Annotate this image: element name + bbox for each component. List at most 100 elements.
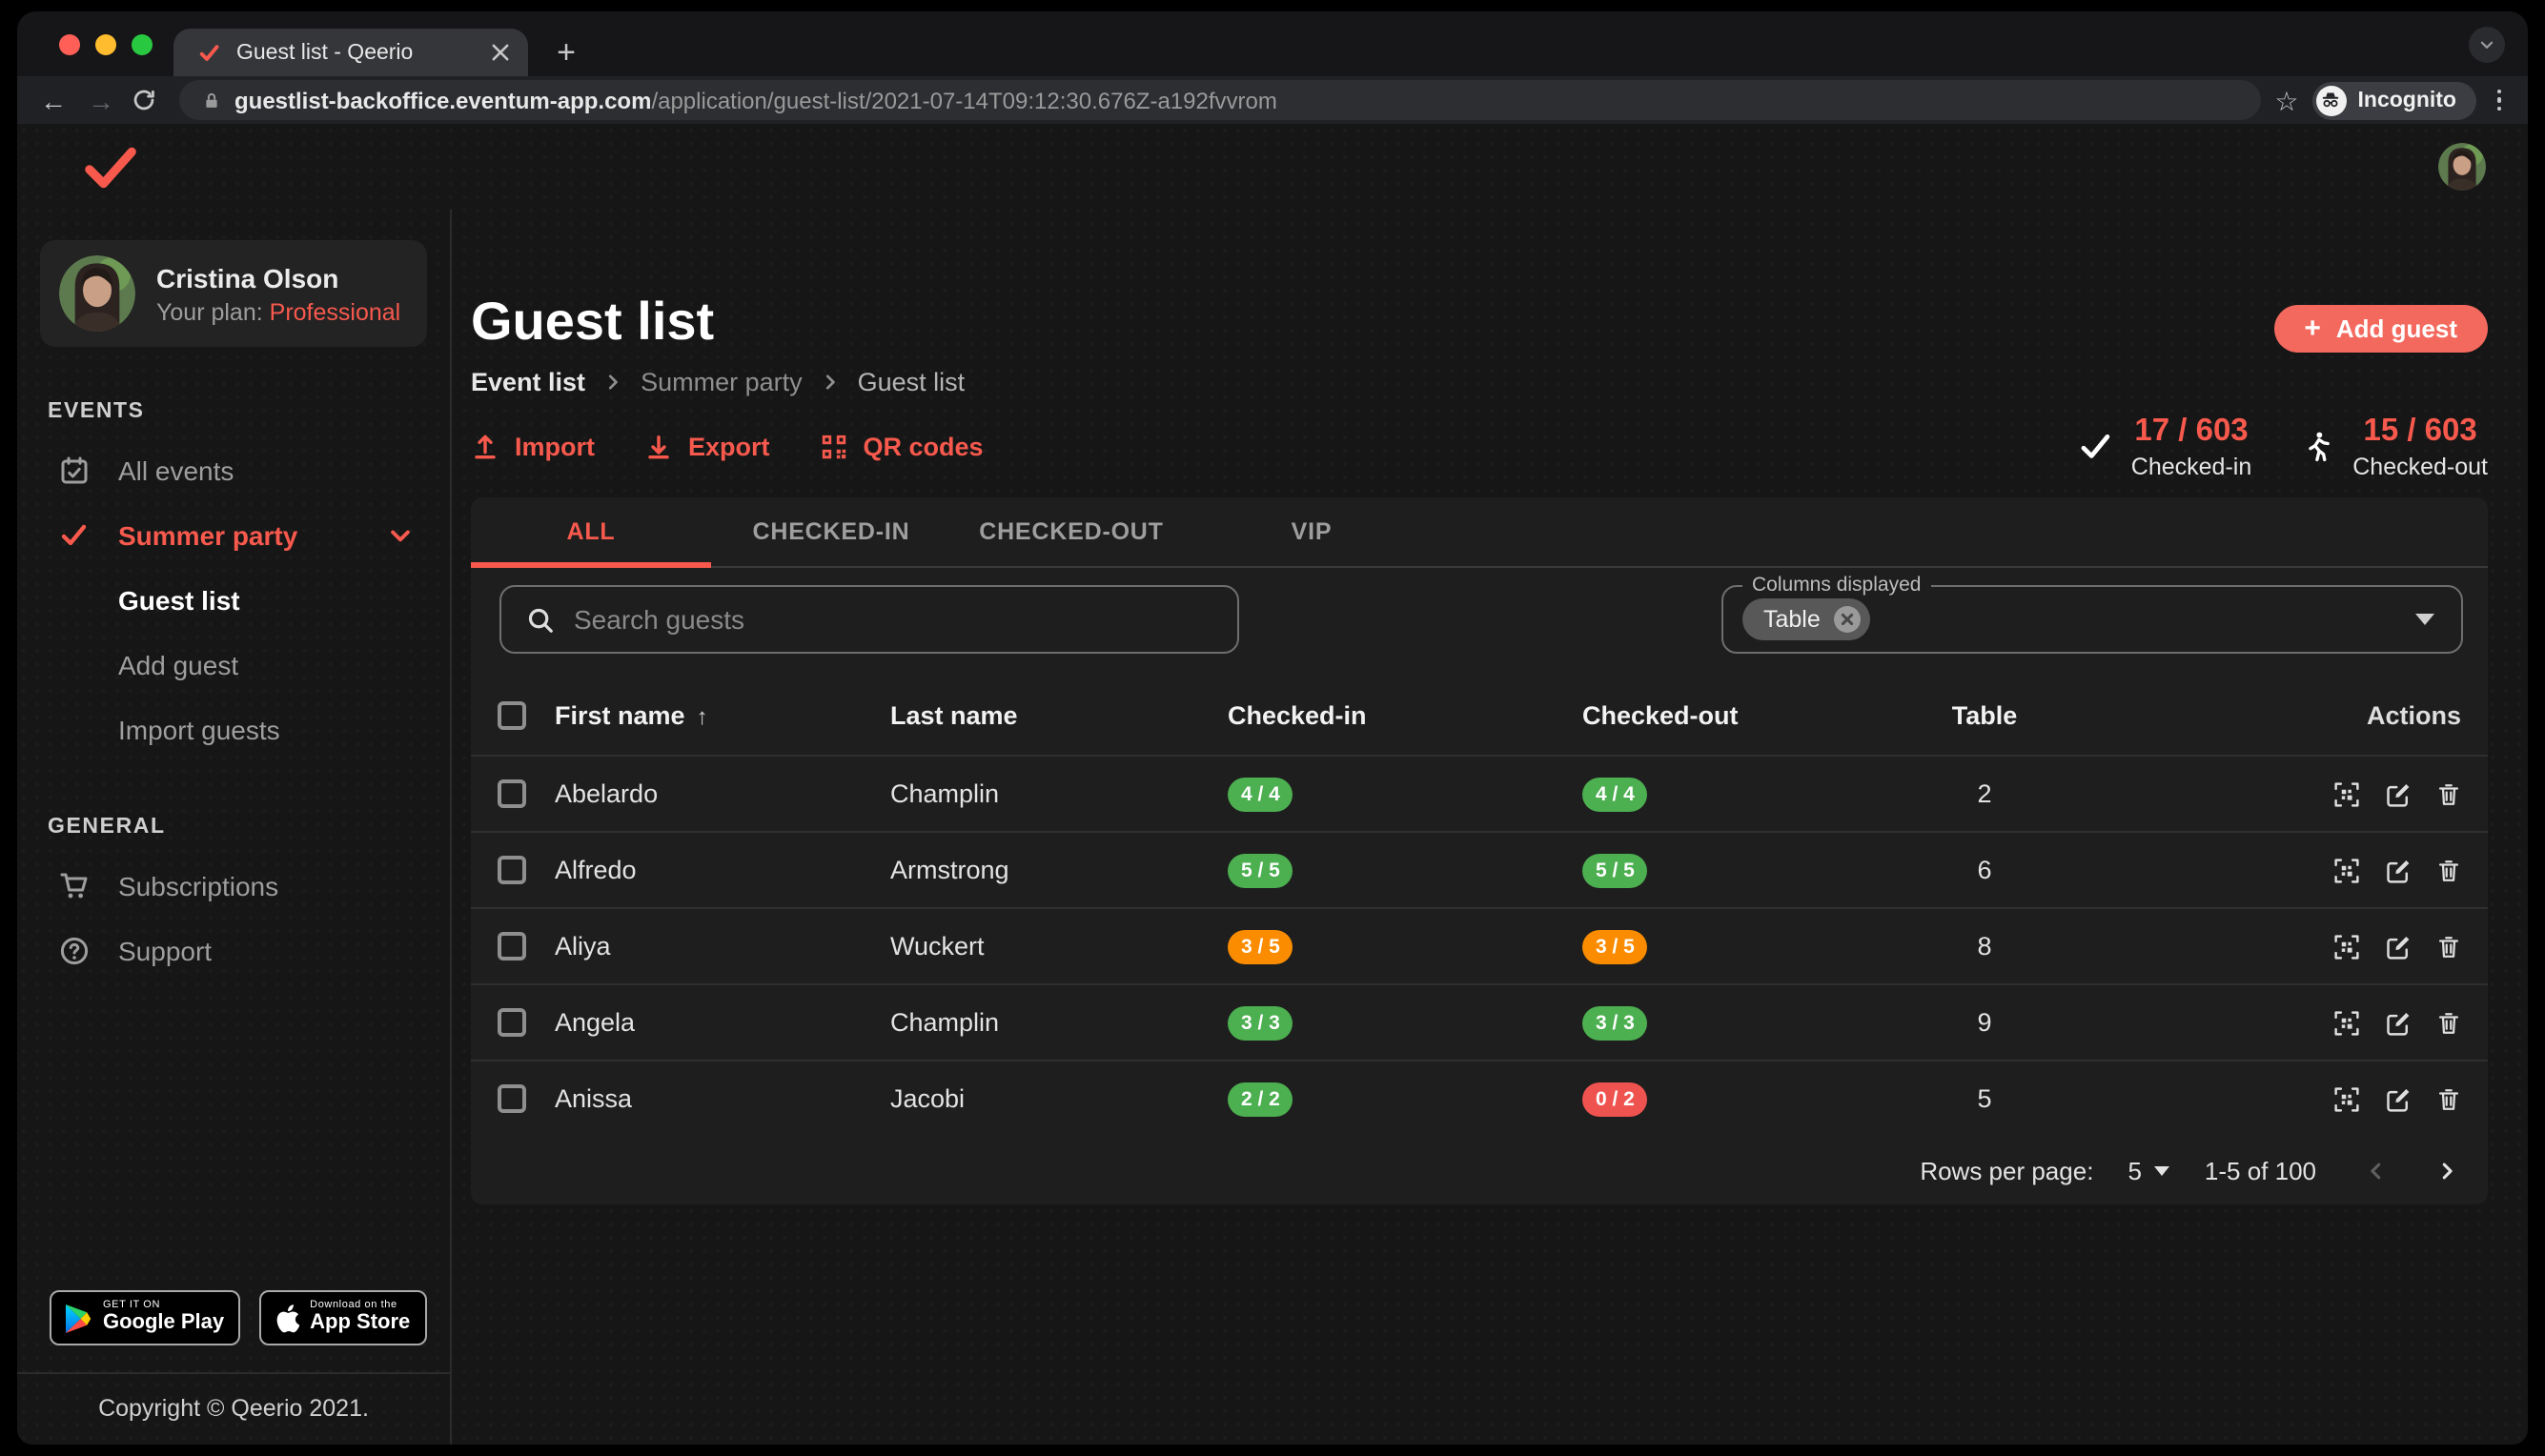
row-checkbox[interactable] — [498, 932, 526, 961]
tab-title: Guest list - Qeerio — [236, 41, 414, 64]
import-button[interactable]: Import — [471, 433, 595, 461]
browser-tab[interactable]: Guest list - Qeerio — [173, 29, 528, 76]
row-checkbox[interactable] — [498, 779, 526, 808]
delete-action-icon[interactable] — [2436, 857, 2461, 883]
close-window-button[interactable] — [59, 34, 80, 55]
rows-per-page-select[interactable]: 5 — [2128, 1156, 2170, 1184]
qr-codes-button[interactable]: QR codes — [820, 433, 984, 461]
profile-card[interactable]: Cristina Olson Your plan: Professional — [40, 240, 427, 347]
rows-per-page-label: Rows per page: — [1920, 1156, 2094, 1184]
tab-close-icon[interactable] — [492, 44, 509, 61]
app-store-badge[interactable]: Download on the App Store — [258, 1290, 427, 1345]
edit-action-icon[interactable] — [2385, 780, 2412, 807]
incognito-icon — [2315, 85, 2347, 115]
new-tab-button[interactable]: + — [557, 34, 576, 71]
zoom-window-button[interactable] — [132, 34, 153, 55]
add-guest-button[interactable]: + Add guest — [2273, 305, 2488, 353]
qeerio-app: Cristina Olson Your plan: Professional E… — [17, 124, 2528, 1445]
address-bar[interactable]: guestlist-backoffice.eventum-app.com/app… — [179, 80, 2262, 120]
sidebar-item-subscriptions[interactable]: Subscriptions — [17, 854, 450, 919]
search-input[interactable] — [574, 604, 1212, 635]
minimize-window-button[interactable] — [95, 34, 116, 55]
tab-vip[interactable]: VIP — [1291, 518, 1333, 545]
cell-first-name: Alfredo — [555, 856, 637, 884]
cell-table: 6 — [1977, 856, 1992, 884]
search-icon — [526, 605, 555, 634]
chip-remove-icon[interactable] — [1832, 604, 1863, 635]
chevron-right-icon — [820, 372, 841, 393]
breadcrumb-summer-party[interactable]: Summer party — [641, 368, 803, 396]
row-checkbox[interactable] — [498, 1008, 526, 1037]
next-page-button[interactable] — [2436, 1160, 2457, 1181]
qr-scan-action-icon[interactable] — [2333, 780, 2360, 807]
table-row[interactable]: Anissa Jacobi 2 / 2 0 / 2 5 — [471, 1060, 2488, 1136]
upload-icon — [471, 433, 499, 461]
col-checked-out[interactable]: Checked-out — [1582, 700, 1739, 729]
row-checkbox[interactable] — [498, 1084, 526, 1113]
delete-action-icon[interactable] — [2436, 1085, 2461, 1112]
reload-button[interactable] — [132, 88, 166, 112]
cell-table: 8 — [1977, 932, 1992, 961]
cell-first-name: Angela — [555, 1008, 636, 1037]
tab-checked-out[interactable]: CHECKED-OUT — [979, 518, 1164, 545]
url-domain: guestlist-backoffice.eventum-app.com — [234, 87, 652, 113]
select-arrow-icon — [2154, 1165, 2170, 1175]
sidebar-item-support[interactable]: Support — [17, 919, 450, 983]
edit-action-icon[interactable] — [2385, 1009, 2412, 1036]
table-column-chip[interactable]: Table — [1742, 598, 1870, 640]
checked-out-badge: 4 / 4 — [1582, 777, 1648, 811]
bookmark-star-icon[interactable]: ☆ — [2274, 85, 2299, 115]
sidebar-item-import-guests[interactable]: Import guests — [118, 715, 280, 745]
edit-action-icon[interactable] — [2385, 1085, 2412, 1112]
back-button[interactable]: ← — [40, 85, 67, 115]
user-avatar[interactable] — [2438, 143, 2486, 191]
row-checkbox[interactable] — [498, 856, 526, 884]
previous-page-button[interactable] — [2366, 1160, 2387, 1181]
qr-scan-action-icon[interactable] — [2333, 1009, 2360, 1036]
checked-in-badge: 3 / 5 — [1228, 929, 1293, 963]
export-button[interactable]: Export — [644, 433, 770, 461]
sort-asc-icon: ↑ — [696, 702, 708, 729]
tab-checked-in[interactable]: CHECKED-IN — [752, 518, 910, 545]
table-row[interactable]: Aliya Wuckert 3 / 5 3 / 5 8 — [471, 907, 2488, 983]
qr-scan-action-icon[interactable] — [2333, 933, 2360, 960]
columns-displayed-select[interactable]: Columns displayed Table — [1721, 574, 2463, 654]
checked-in-badge: 5 / 5 — [1228, 853, 1293, 887]
delete-action-icon[interactable] — [2436, 1009, 2461, 1036]
tab-search-button[interactable] — [2469, 27, 2505, 63]
sidebar-item-all-events[interactable]: All events — [17, 438, 450, 503]
checked-in-count: 17 / 603 — [2134, 414, 2249, 448]
favicon-check-icon — [198, 41, 221, 64]
col-table[interactable]: Table — [1951, 700, 2018, 729]
qr-scan-action-icon[interactable] — [2333, 857, 2360, 883]
table-row[interactable]: Abelardo Champlin 4 / 4 4 / 4 2 — [471, 755, 2488, 831]
sidebar-item-summer-party[interactable]: Summer party — [17, 503, 450, 568]
checked-out-count: 15 / 603 — [2363, 414, 2477, 448]
cell-last-name: Armstrong — [890, 856, 1009, 884]
select-all-checkbox[interactable] — [498, 700, 526, 729]
google-play-badge[interactable]: GET IT ON Google Play — [50, 1290, 240, 1345]
col-last-name[interactable]: Last name — [890, 700, 1018, 729]
cell-first-name: Aliya — [555, 932, 611, 961]
qeerio-logo-icon[interactable] — [82, 144, 139, 190]
sidebar-item-add-guest[interactable]: Add guest — [118, 650, 239, 680]
window-controls[interactable] — [59, 34, 153, 55]
delete-action-icon[interactable] — [2436, 933, 2461, 960]
edit-action-icon[interactable] — [2385, 933, 2412, 960]
sidebar-item-guest-list[interactable]: Guest list — [118, 585, 240, 616]
qr-scan-action-icon[interactable] — [2333, 1085, 2360, 1112]
tab-all[interactable]: ALL — [471, 497, 711, 568]
table-row[interactable]: Alfredo Armstrong 5 / 5 5 / 5 6 — [471, 831, 2488, 907]
edit-action-icon[interactable] — [2385, 857, 2412, 883]
col-checked-in[interactable]: Checked-in — [1228, 700, 1367, 729]
col-first-name[interactable]: First name ↑ — [555, 700, 708, 729]
table-row[interactable]: Angela Champlin 3 / 3 3 / 3 9 — [471, 983, 2488, 1060]
delete-action-icon[interactable] — [2436, 780, 2461, 807]
browser-menu-icon[interactable] — [2489, 89, 2509, 111]
forward-button[interactable]: → — [88, 85, 114, 115]
app-bar — [17, 124, 2528, 210]
chevron-down-icon[interactable] — [387, 522, 419, 549]
select-dropdown-icon[interactable] — [2415, 614, 2434, 625]
breadcrumb-event-list[interactable]: Event list — [471, 368, 586, 396]
search-guests-field[interactable] — [499, 585, 1239, 654]
